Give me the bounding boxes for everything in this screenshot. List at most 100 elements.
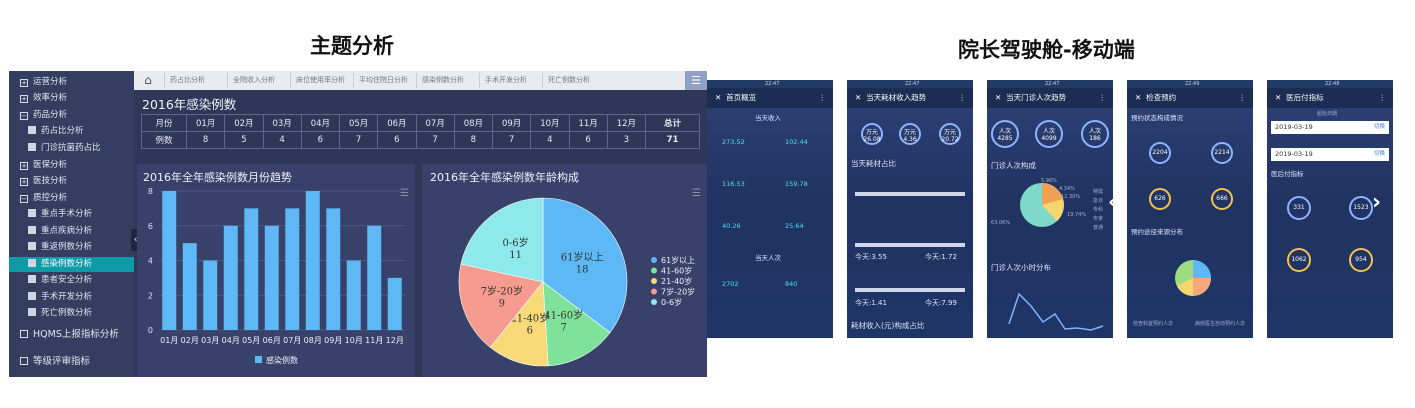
bar[interactable] <box>367 225 382 330</box>
chart-menu-icon[interactable]: ☰ <box>692 188 701 199</box>
sidebar-item[interactable]: 重点手术分析 <box>9 207 134 222</box>
sidebar-item[interactable]: 重点疾病分析 <box>9 224 134 239</box>
date-from-field[interactable]: 切换 2019-03-19 <box>1271 121 1389 134</box>
date-switch-button[interactable]: 切换 <box>1373 124 1385 130</box>
bar[interactable] <box>305 191 320 330</box>
sidebar-item-label: 感染例数分析 <box>41 259 93 269</box>
legend-label: 61岁以上 <box>661 255 695 265</box>
tab[interactable]: 床位使用率分析 <box>290 73 351 88</box>
x-tick-label: 01月 <box>160 336 178 345</box>
slice-value: 18 <box>576 265 589 276</box>
bar[interactable] <box>162 191 177 330</box>
table-cell: 09月 <box>491 114 532 132</box>
sidebar-item-label: 重点手术分析 <box>41 209 93 219</box>
doc-icon <box>28 126 36 134</box>
sidebar-item[interactable]: − 质控分析 <box>9 191 134 206</box>
bar[interactable] <box>203 260 218 331</box>
close-icon[interactable]: ✕ <box>715 93 722 102</box>
carousel-next-button[interactable]: › <box>1372 190 1382 215</box>
sidebar-item[interactable]: 等级评审指标 <box>9 354 134 369</box>
table-cell: 04月 <box>300 114 341 132</box>
sidebar-item[interactable]: HQMS上报指标分析 <box>9 327 134 342</box>
close-icon[interactable]: ✕ <box>1275 93 1282 102</box>
sidebar-item[interactable]: 死亡例数分析 <box>9 306 134 321</box>
today-value: 今天:1.72 <box>925 253 957 261</box>
pie-slice[interactable] <box>460 197 544 283</box>
sidebar-item[interactable]: + 运营分析 <box>9 75 134 90</box>
tab[interactable]: 药占比分析 <box>164 73 225 88</box>
tab[interactable]: 平均住院日分析 <box>353 73 414 88</box>
chart-menu-icon[interactable]: ☰ <box>400 188 409 199</box>
sidebar-item[interactable]: + 效率分析 <box>9 91 134 106</box>
stat-ring: 人次 4099 <box>1035 120 1063 148</box>
sidebar-item[interactable]: 重返例数分析 <box>9 240 134 255</box>
more-icon[interactable]: ⋮ <box>958 93 967 102</box>
stat-ring: 万元 4.36 <box>899 123 921 145</box>
minus-box-icon: − <box>20 195 28 203</box>
sidebar-item[interactable]: + 医保分析 <box>9 158 134 173</box>
bar[interactable] <box>346 260 361 331</box>
bar[interactable] <box>223 225 238 330</box>
stat-value: 273.52 <box>722 138 745 146</box>
bar[interactable] <box>387 277 402 330</box>
more-icon[interactable]: ⋮ <box>1098 93 1107 102</box>
close-icon[interactable]: ✕ <box>855 93 862 102</box>
collapse-sidebar-button[interactable]: ‹ <box>131 229 140 251</box>
x-tick-label: 10月 <box>345 336 363 345</box>
sidebar: + 运营分析 + 效率分析 − 药品分析 药占比分析门诊抗菌药占比 + 医保分析 + 医技分析 − 质控… <box>9 71 134 377</box>
pct-label: 19.74% <box>1067 212 1087 218</box>
sidebar-item[interactable]: 感染例数分析 <box>9 257 134 272</box>
tab-bar: ⌂ ☰ 药占比分析 全院收入分析 床位使用率分析 平均住院日分析 感染例数分析 手术开发分… <box>134 71 707 90</box>
sidebar-item[interactable]: + 医技分析 <box>9 174 134 189</box>
menu-icon[interactable]: ☰ <box>685 71 707 90</box>
stat-ring: 万元 26.08 <box>861 123 883 145</box>
y-tick-label: 4 <box>148 257 153 266</box>
sidebar-item[interactable]: 药占比分析 <box>9 124 134 139</box>
progress-track <box>855 288 965 292</box>
more-icon[interactable]: ⋮ <box>1378 93 1387 102</box>
date-switch-button[interactable]: 切换 <box>1373 151 1385 157</box>
nav-bar: ✕ 医后付指标 ⋮ <box>1267 90 1393 106</box>
date-to-field[interactable]: 切换 2019-03-19 <box>1271 148 1389 161</box>
legend-label: 0-6岁 <box>661 297 682 307</box>
pie-slice[interactable] <box>542 197 628 334</box>
sidebar-item-label: 重返例数分析 <box>41 242 93 252</box>
nav-bar: ✕ 当天耗材收入趋势 ⋮ <box>847 90 973 106</box>
tab[interactable]: 感染例数分析 <box>416 73 477 88</box>
sidebar-item-label: HQMS上报指标分析 <box>33 329 119 340</box>
bar[interactable] <box>326 208 341 330</box>
bar[interactable] <box>244 208 259 330</box>
tab[interactable]: 死亡例数分析 <box>542 73 603 88</box>
table-cell: 5 <box>224 131 264 149</box>
sidebar-item[interactable]: 患者安全分析 <box>9 273 134 288</box>
doc-icon <box>28 259 36 267</box>
bar-chart-title: 2016年全年感染例数月份趋势 <box>143 171 292 184</box>
table-cell: 7 <box>491 131 532 149</box>
pie-slice[interactable] <box>458 263 544 348</box>
table-cell: 例数 <box>141 131 187 149</box>
bar[interactable] <box>285 208 300 330</box>
sidebar-item[interactable]: 门诊抗菌药占比 <box>9 141 134 156</box>
more-icon[interactable]: ⋮ <box>1238 93 1247 102</box>
close-icon[interactable]: ✕ <box>995 93 1002 102</box>
table-cell: 6 <box>568 131 608 149</box>
bar[interactable] <box>264 225 279 330</box>
stat-ring: 2204 <box>1149 142 1171 164</box>
x-tick-label: 06月 <box>263 336 281 345</box>
tab[interactable]: 手术开发分析 <box>479 73 540 88</box>
sidebar-item[interactable]: 手术开发分析 <box>9 290 134 305</box>
close-icon[interactable]: ✕ <box>1135 93 1142 102</box>
sidebar-item-label: 质控分析 <box>33 193 68 203</box>
more-icon[interactable]: ⋮ <box>818 93 827 102</box>
pie-slice[interactable] <box>542 281 611 367</box>
nav-bar: ✕ 首页概览 ⋮ <box>707 90 833 106</box>
stat-ring: 人次 4285 <box>991 120 1019 148</box>
sidebar-item[interactable]: − 药品分析 <box>9 108 134 123</box>
phone-material-income: 22:47 ✕ 当天耗材收入趋势 ⋮ 万元 26.08 万元 4.36 万元 20.72… <box>847 80 973 338</box>
doc-icon <box>28 275 36 283</box>
tab[interactable]: 全院收入分析 <box>227 73 288 88</box>
bar[interactable] <box>182 243 197 330</box>
pie-slice[interactable] <box>489 281 549 367</box>
carousel-prev-button[interactable]: ‹ <box>1108 190 1118 215</box>
home-icon[interactable]: ⌂ <box>144 73 152 87</box>
